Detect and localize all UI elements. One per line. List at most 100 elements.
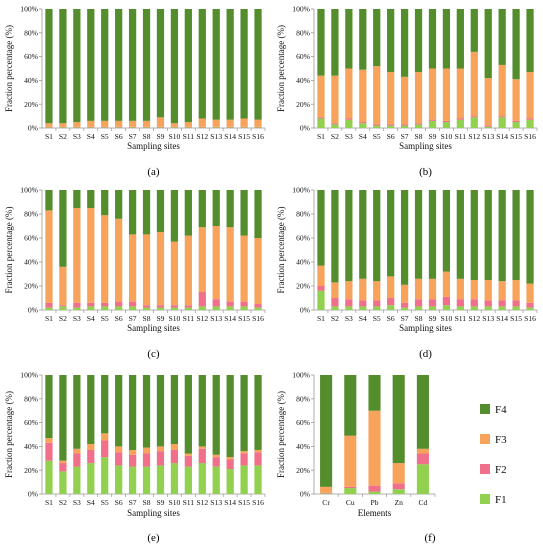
- bar-S16-F4: [526, 190, 534, 284]
- bar-S15-F1: [512, 306, 520, 310]
- bar-S6-F3: [387, 72, 395, 125]
- bar-Cr-F1: [320, 493, 333, 494]
- bar-S8-F4: [142, 190, 151, 235]
- y-tick-label: 40%: [296, 442, 311, 451]
- x-tick-label: Cr: [322, 498, 330, 507]
- bar-S4-F3: [87, 120, 95, 127]
- bar-S14-F4: [226, 9, 234, 120]
- bar-S14-F2: [226, 459, 234, 470]
- bar-S8-F3: [142, 447, 151, 454]
- bar-S11-F1: [184, 466, 192, 494]
- bar-S14-F3: [226, 119, 234, 127]
- bar-S14-F3: [498, 281, 506, 301]
- bar-S8-F3: [142, 234, 151, 306]
- bar-S14-F4: [498, 190, 506, 282]
- bar-S16-F4: [254, 375, 262, 450]
- x-tick-label: S12: [196, 498, 208, 507]
- bar-S10-F3: [170, 123, 179, 127]
- bar-S4-F1: [87, 306, 95, 310]
- x-tick-label: S8: [415, 132, 423, 141]
- bar-S11-F4: [456, 9, 464, 69]
- bar-S16-F4: [526, 9, 534, 73]
- y-tick-label: 60%: [296, 418, 311, 427]
- x-tick-label: S13: [210, 132, 222, 141]
- bar-S4-F2: [87, 449, 95, 464]
- bar-S12-F1: [470, 117, 478, 128]
- bar-S6-F4: [115, 375, 123, 447]
- panel-label: (b): [419, 166, 432, 178]
- bar-S2-F3: [59, 123, 67, 127]
- bar-S11-F4: [184, 190, 192, 236]
- bar-S5-F1: [373, 306, 381, 310]
- bar-S14-F3: [498, 64, 506, 117]
- x-axis-title: Elements: [358, 508, 392, 518]
- bar-S2-F1: [331, 306, 339, 310]
- x-tick-label: S7: [129, 132, 137, 141]
- bar-S3-F2: [73, 302, 81, 308]
- bar-S3-F1: [345, 306, 353, 310]
- bar-S1-F4: [45, 375, 53, 439]
- bar-S7-F3: [400, 76, 409, 125]
- bar-S5-F2: [373, 124, 381, 126]
- bar-S1-F2: [45, 126, 53, 128]
- x-tick-label: S4: [87, 314, 95, 323]
- x-tick-label: S1: [45, 132, 53, 141]
- bar-S4-F1: [359, 123, 367, 128]
- bar-S12-F3: [470, 280, 478, 300]
- bar-S16-F2: [526, 118, 534, 120]
- bar-S13-F2: [212, 299, 220, 307]
- chart-panel-3: 0%20%40%60%80%100%S1 S2 S3 S4 S5 S6 S7 S8 S9 S10 S…: [4, 186, 266, 360]
- bar-S15-F4: [512, 190, 520, 280]
- y-tick-label: 80%: [296, 210, 311, 219]
- x-tick-label: S16: [252, 314, 264, 323]
- x-tick-label: S13: [210, 498, 222, 507]
- x-tick-label: S8: [143, 498, 151, 507]
- bar-S1-F4: [317, 190, 325, 266]
- bar-S10-F3: [442, 68, 451, 121]
- x-tick-label: S4: [359, 314, 367, 323]
- x-tick-label: S14: [496, 132, 508, 141]
- x-tick-label: S7: [401, 132, 409, 141]
- bar-Zn-F3: [392, 463, 405, 484]
- y-tick-label: 100%: [20, 5, 38, 14]
- bar-S15-F2: [512, 300, 520, 307]
- bar-S3-F1: [345, 119, 353, 128]
- bar-S5-F3: [373, 66, 381, 125]
- bar-S3-F4: [345, 190, 353, 282]
- bar-S15-F2: [240, 453, 248, 466]
- bar-S7-F2: [128, 301, 137, 307]
- bar-S5-F4: [373, 190, 381, 282]
- bar-S11-F3: [184, 235, 192, 306]
- y-tick-label: 80%: [24, 28, 39, 37]
- bar-S15-F1: [512, 122, 520, 128]
- bar-Pb-F2: [368, 485, 381, 492]
- x-tick-label: S11: [455, 132, 467, 141]
- y-tick-label: 20%: [296, 100, 311, 109]
- bar-S3-F2: [73, 453, 81, 467]
- bar-S3-F3: [345, 281, 353, 300]
- x-tick-label: Zn: [394, 498, 403, 507]
- bar-S8-F4: [414, 190, 423, 279]
- bar-S16-F2: [254, 126, 262, 128]
- x-tick-label: S11: [183, 314, 195, 323]
- bar-S2-F4: [59, 9, 67, 124]
- bar-S11-F3: [184, 122, 192, 127]
- bar-S13-F3: [212, 454, 220, 458]
- x-tick-label: S14: [224, 314, 236, 323]
- bar-S5-F2: [101, 440, 109, 458]
- bar-S6-F3: [387, 276, 395, 298]
- panel-label: (f): [425, 532, 436, 544]
- bar-Cu-F4: [344, 375, 357, 436]
- bar-S5-F1: [101, 306, 109, 310]
- legend-label-F4: F4: [495, 404, 507, 416]
- bar-S1-F4: [45, 9, 53, 124]
- bar-S12-F2: [470, 116, 478, 118]
- x-tick-label: S4: [359, 132, 367, 141]
- y-tick-label: 40%: [296, 76, 311, 85]
- x-tick-label: S15: [510, 314, 522, 323]
- bar-S6-F1: [115, 127, 123, 128]
- bar-S13-F2: [212, 126, 220, 128]
- y-tick-label: 0%: [28, 124, 39, 133]
- bar-S3-F4: [73, 190, 81, 208]
- bar-S9-F3: [156, 446, 165, 452]
